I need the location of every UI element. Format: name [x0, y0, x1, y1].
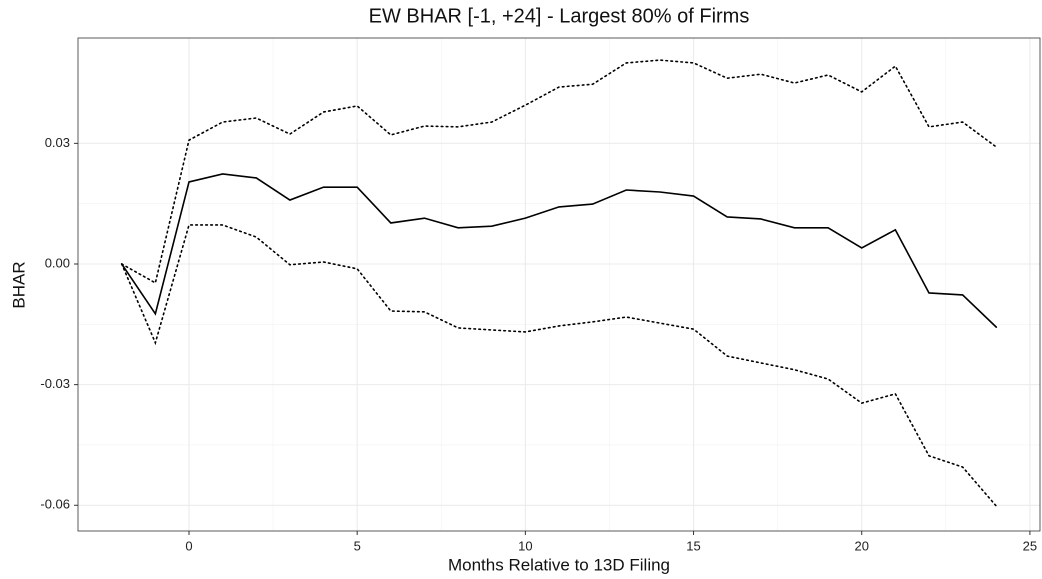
- x-tick-label: 0: [185, 538, 192, 553]
- x-tick-label: 5: [354, 538, 361, 553]
- x-tick-label: 20: [854, 538, 868, 553]
- y-tick-label: 0.03: [45, 135, 70, 150]
- y-tick-label: 0.00: [45, 255, 70, 270]
- y-tick-label: -0.03: [40, 376, 70, 391]
- x-axis-label: Months Relative to 13D Filing: [448, 555, 670, 574]
- series-line: [120, 224, 998, 507]
- y-axis-label: BHAR: [9, 261, 28, 308]
- chart-title: EW BHAR [-1, +24] - Largest 80% of Firms: [369, 5, 750, 27]
- y-tick-label: -0.06: [40, 497, 70, 512]
- x-tick-label: 10: [518, 538, 532, 553]
- series-line: [120, 173, 998, 328]
- series-line: [120, 59, 998, 285]
- x-tick-label: 15: [686, 538, 700, 553]
- plot-border: [77, 37, 1041, 532]
- x-tick-label: 25: [1023, 538, 1037, 553]
